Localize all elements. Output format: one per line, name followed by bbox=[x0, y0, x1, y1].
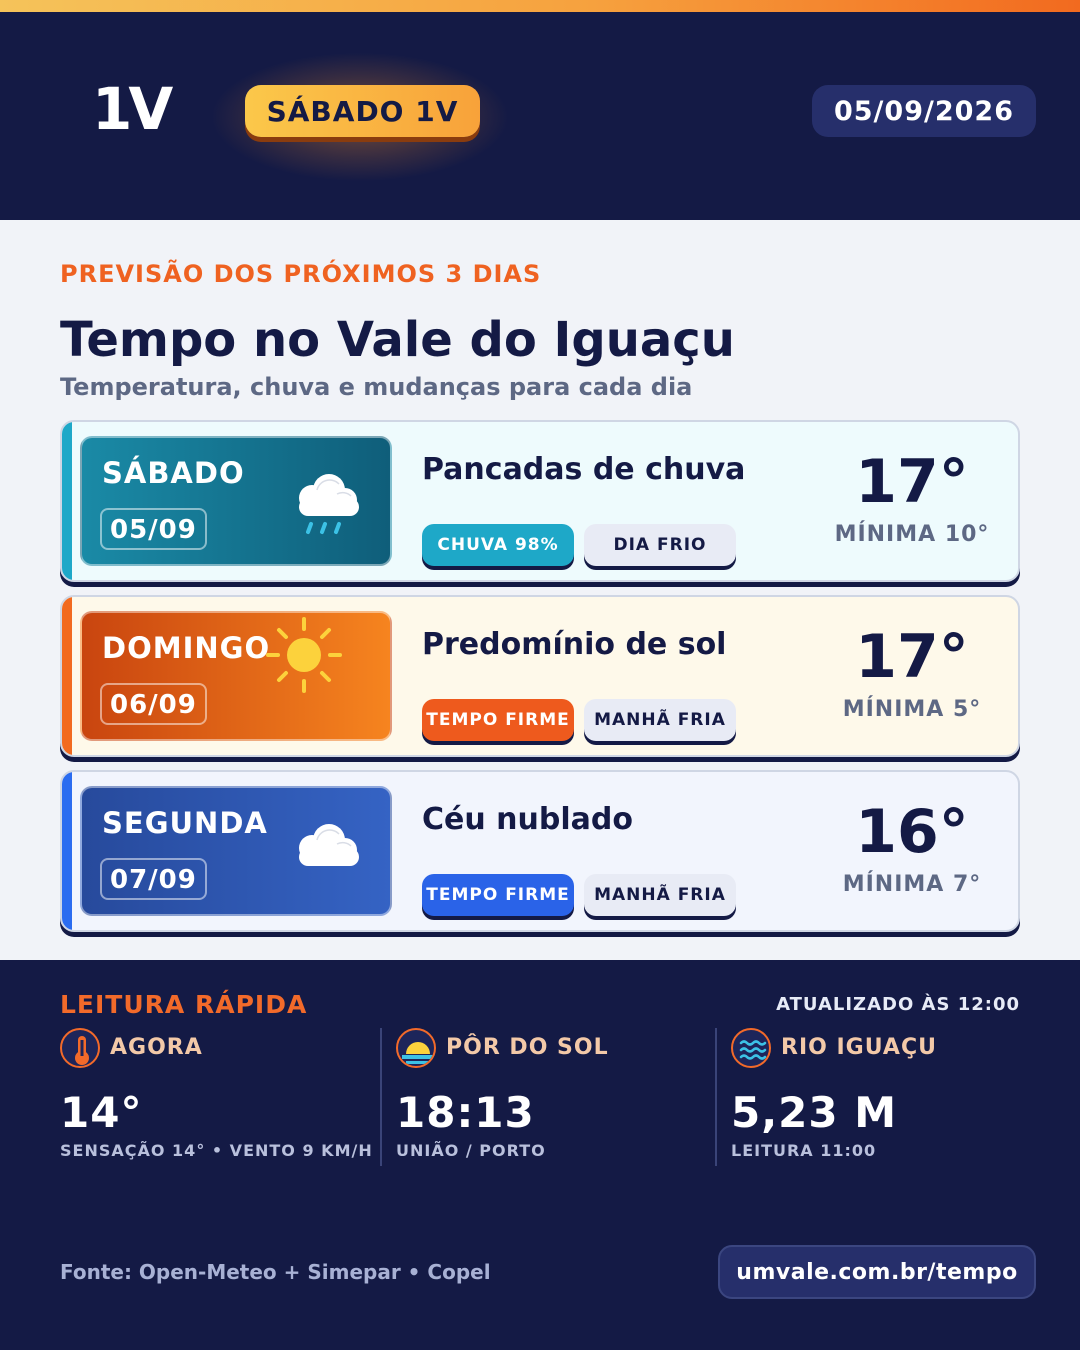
card-accent-stripe bbox=[62, 772, 72, 930]
max-temperature: 17° bbox=[855, 622, 969, 692]
forecast-description: Pancadas de chuva bbox=[422, 452, 746, 487]
quick-item-sunset: PÔR DO SOL 18:13 UNIÃO / PORTO bbox=[396, 1028, 716, 1168]
card-accent-stripe bbox=[62, 422, 72, 580]
condition-tag: TEMPO FIRME bbox=[422, 874, 574, 916]
rain-chance-tag: CHUVA 98% bbox=[422, 524, 574, 566]
updated-time: ATUALIZADO ÀS 12:00 bbox=[776, 994, 1020, 1015]
quick-item-value: 5,23 M bbox=[731, 1088, 898, 1137]
forecast-section: PREVISÃO DOS PRÓXIMOS 3 DIAS Tempo no Va… bbox=[0, 220, 1080, 960]
section-eyebrow: PREVISÃO DOS PRÓXIMOS 3 DIAS bbox=[60, 260, 542, 288]
day-date: 07/09 bbox=[100, 858, 207, 900]
day-box: SEGUNDA 07/09 bbox=[80, 786, 392, 916]
min-temperature: MÍNIMA 10° bbox=[834, 522, 990, 547]
quick-item-label: PÔR DO SOL bbox=[446, 1035, 609, 1060]
day-date: 05/09 bbox=[100, 508, 207, 550]
forecast-description: Céu nublado bbox=[422, 802, 633, 837]
quick-item-value: 18:13 bbox=[396, 1088, 535, 1137]
sunset-icon bbox=[396, 1028, 436, 1068]
column-divider bbox=[715, 1028, 717, 1166]
day-name: SEGUNDA bbox=[102, 806, 268, 840]
condition-tag: MANHÃ FRIA bbox=[584, 874, 736, 916]
quick-read-title: LEITURA RÁPIDA bbox=[60, 990, 308, 1019]
brand-logo[interactable]: 1V bbox=[92, 75, 173, 143]
page-title: Tempo no Vale do Iguaçu bbox=[60, 312, 735, 368]
data-source: Fonte: Open-Meteo + Simepar • Copel bbox=[60, 1260, 491, 1284]
min-temperature: MÍNIMA 5° bbox=[842, 697, 982, 722]
column-divider bbox=[380, 1028, 382, 1166]
day-name: SÁBADO bbox=[102, 456, 245, 490]
condition-tag: DIA FRIO bbox=[584, 524, 736, 566]
day-badge: SÁBADO 1V bbox=[245, 85, 480, 137]
forecast-card-sabado: SÁBADO 05/09 Pancadas de chuva CHUVA 98%… bbox=[60, 420, 1020, 582]
thermometer-icon bbox=[60, 1028, 100, 1068]
quick-item-now: AGORA 14° SENSAÇÃO 14° • VENTO 9 KM/H bbox=[60, 1028, 380, 1168]
rain-cloud-icon bbox=[299, 474, 359, 534]
sun-icon bbox=[266, 617, 342, 693]
quick-item-label: AGORA bbox=[110, 1035, 203, 1060]
day-date: 06/09 bbox=[100, 683, 207, 725]
condition-tag: MANHÃ FRIA bbox=[584, 699, 736, 741]
quick-item-river: RIO IGUAÇU 5,23 M LEITURA 11:00 bbox=[731, 1028, 1051, 1168]
website-link[interactable]: umvale.com.br/tempo bbox=[718, 1245, 1036, 1299]
max-temperature: 16° bbox=[855, 797, 969, 867]
header: 1V SÁBADO 1V 05/09/2026 bbox=[0, 12, 1080, 220]
page-subtitle: Temperatura, chuva e mudanças para cada … bbox=[60, 373, 693, 401]
quick-item-label: RIO IGUAÇU bbox=[781, 1035, 937, 1060]
max-temperature: 17° bbox=[855, 447, 969, 517]
card-accent-stripe bbox=[62, 597, 72, 755]
quick-item-value: 14° bbox=[60, 1088, 143, 1137]
forecast-card-segunda: SEGUNDA 07/09 Céu nublado TEMPO FIRME MA… bbox=[60, 770, 1020, 932]
river-waves-icon bbox=[731, 1028, 771, 1068]
min-temperature: MÍNIMA 7° bbox=[842, 872, 982, 897]
condition-tag: TEMPO FIRME bbox=[422, 699, 574, 741]
quick-read-section: LEITURA RÁPIDA ATUALIZADO ÀS 12:00 AGORA… bbox=[0, 960, 1080, 1350]
forecast-description: Predomínio de sol bbox=[422, 627, 727, 662]
day-box: DOMINGO 06/09 bbox=[80, 611, 392, 741]
forecast-card-domingo: DOMINGO 06/09 Predomínio de sol TEMPO FI… bbox=[60, 595, 1020, 757]
quick-item-detail: SENSAÇÃO 14° • VENTO 9 KM/H bbox=[60, 1141, 373, 1160]
quick-item-detail: LEITURA 11:00 bbox=[731, 1141, 877, 1160]
quick-item-detail: UNIÃO / PORTO bbox=[396, 1141, 546, 1160]
date-badge: 05/09/2026 bbox=[812, 85, 1036, 137]
top-accent-bar bbox=[0, 0, 1080, 12]
cloud-icon bbox=[299, 824, 359, 866]
day-name: DOMINGO bbox=[102, 631, 271, 665]
day-box: SÁBADO 05/09 bbox=[80, 436, 392, 566]
